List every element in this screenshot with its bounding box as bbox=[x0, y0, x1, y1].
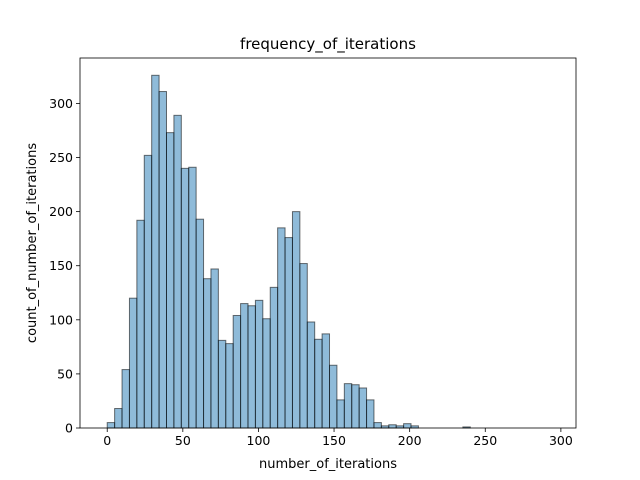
histogram-bar bbox=[188, 166, 197, 429]
x-tick-label: 150 bbox=[322, 433, 346, 448]
histogram-bar bbox=[306, 321, 316, 429]
plot-frame bbox=[79, 57, 577, 429]
histogram-bar bbox=[180, 167, 190, 429]
histogram-bar bbox=[225, 343, 234, 429]
y-tick-label: 50 bbox=[57, 366, 73, 381]
y-axis-label: count_of_number_of_iterations bbox=[25, 143, 40, 343]
histogram-bar bbox=[106, 422, 116, 429]
histogram-bar bbox=[262, 318, 271, 429]
histogram-bar bbox=[217, 339, 227, 429]
histogram-bar bbox=[121, 369, 130, 429]
histogram-bar bbox=[321, 333, 331, 429]
histogram-bar bbox=[284, 237, 293, 429]
histogram-bar bbox=[240, 303, 249, 429]
histogram-bar bbox=[158, 91, 167, 429]
y-axis: 0 50 100 150 200 250 300 bbox=[49, 96, 80, 436]
x-tick-label: 250 bbox=[473, 433, 497, 448]
x-tick-label: 200 bbox=[398, 433, 422, 448]
y-tick-label: 0 bbox=[65, 421, 73, 436]
histogram-bar bbox=[358, 387, 368, 429]
histogram-bar bbox=[299, 263, 308, 429]
histogram-bar bbox=[254, 299, 264, 429]
x-axis-label: number_of_iterations bbox=[259, 457, 397, 472]
x-tick-label: 300 bbox=[549, 433, 573, 448]
histogram-bar bbox=[329, 364, 338, 429]
histogram-bar bbox=[247, 305, 256, 429]
y-tick-label: 200 bbox=[49, 204, 73, 219]
histogram-bars bbox=[106, 74, 471, 429]
histogram-bar bbox=[269, 286, 279, 429]
histogram-bar bbox=[232, 314, 242, 429]
histogram-bar bbox=[291, 211, 301, 429]
y-tick-label: 100 bbox=[49, 312, 73, 327]
y-tick-label: 250 bbox=[49, 150, 73, 165]
histogram-bar bbox=[314, 338, 323, 429]
histogram-bar bbox=[195, 218, 205, 429]
histogram-bar bbox=[143, 154, 153, 429]
histogram-bar bbox=[277, 227, 286, 429]
histogram-bar bbox=[366, 399, 375, 429]
histogram-bar bbox=[351, 384, 360, 429]
histogram-bar bbox=[165, 132, 175, 429]
x-tick-label: 50 bbox=[175, 433, 191, 448]
chart-title: frequency_of_iterations bbox=[240, 35, 416, 54]
histogram-bar bbox=[373, 422, 382, 429]
histogram-bar bbox=[173, 114, 182, 429]
x-tick-label: 0 bbox=[103, 433, 111, 448]
y-tick-label: 300 bbox=[49, 96, 73, 111]
histogram-bar bbox=[388, 424, 397, 429]
histogram-bar bbox=[343, 383, 353, 429]
x-tick-label: 100 bbox=[247, 433, 271, 448]
histogram-bar bbox=[114, 408, 123, 429]
y-tick-label: 150 bbox=[49, 258, 73, 273]
histogram-bar bbox=[203, 278, 212, 429]
histogram-bar bbox=[151, 74, 160, 429]
histogram-bar bbox=[210, 268, 219, 429]
histogram-bar bbox=[403, 423, 412, 429]
histogram-bar bbox=[136, 219, 145, 429]
histogram-bar bbox=[336, 399, 345, 429]
histogram-bar bbox=[128, 297, 138, 429]
x-axis: 0 50 100 150 200 250 300 bbox=[103, 428, 573, 448]
